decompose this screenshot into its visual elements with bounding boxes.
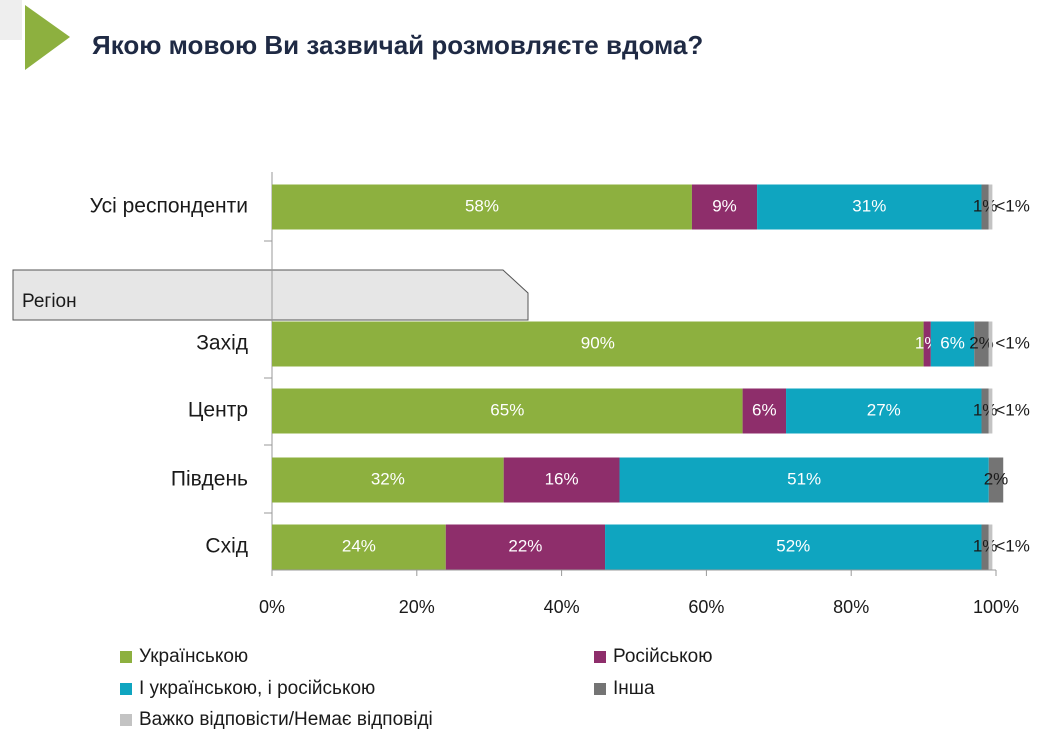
legend-swatch (120, 714, 132, 726)
value-label: 6% (752, 400, 777, 419)
bar-segment (988, 524, 993, 570)
value-label: 24% (342, 536, 376, 555)
bar-segment (272, 184, 692, 230)
x-tick-label: 60% (688, 597, 724, 617)
value-label: 90% (581, 333, 615, 352)
legend-swatch (120, 683, 132, 695)
value-label: 2% (969, 333, 994, 352)
category-label: Усі респонденти (90, 195, 248, 218)
legend-swatch (594, 651, 606, 663)
bar-segment (445, 524, 606, 570)
bar-segment (272, 524, 446, 570)
bar-segment (930, 321, 975, 367)
value-label: 51% (787, 469, 821, 488)
bar-segment (742, 388, 787, 434)
x-tick-label: 100% (973, 597, 1019, 617)
bar-segment (988, 184, 993, 230)
bar-segment (605, 524, 982, 570)
chart-title: Якою мовою Ви зазвичай розмовляєте вдома… (92, 30, 703, 60)
bar-segment (988, 457, 1004, 503)
group-label: Регіон (22, 291, 77, 312)
bar-segment (503, 457, 620, 503)
value-label: 1% (973, 400, 998, 419)
category-label: Схід (205, 535, 248, 558)
value-label: 58% (465, 196, 499, 215)
value-label: <1% (995, 536, 1030, 555)
x-tick-label: 0% (259, 597, 285, 617)
decoration (0, 0, 22, 40)
bar-segment (757, 184, 982, 230)
category-label: Захід (196, 332, 248, 355)
legend-label: Українською (139, 646, 248, 667)
value-label: 2% (984, 469, 1009, 488)
bar-segment (619, 457, 989, 503)
value-label: 9% (712, 196, 737, 215)
bar-segment (981, 388, 989, 434)
bar-segment (272, 388, 743, 434)
bar-segment (272, 457, 504, 503)
category-label: Центр (188, 399, 248, 422)
value-label: 52% (776, 536, 810, 555)
value-label: <1% (995, 400, 1030, 419)
value-label: 22% (508, 536, 542, 555)
value-label: 27% (867, 400, 901, 419)
legend-label: Інша (613, 678, 655, 699)
bar-segment (691, 184, 758, 230)
value-label: 16% (545, 469, 579, 488)
bar-segment (923, 321, 931, 367)
category-label: Південь (171, 468, 248, 491)
value-label: <1% (995, 333, 1030, 352)
legend-label: Російською (613, 646, 712, 667)
value-label: 32% (371, 469, 405, 488)
group-box (12, 269, 529, 321)
legend-label: Важко відповісти/Немає відповіді (139, 709, 433, 730)
value-label: 6% (940, 333, 965, 352)
value-label: 1% (973, 196, 998, 215)
value-label: 31% (852, 196, 886, 215)
x-tick-label: 20% (399, 597, 435, 617)
legend-swatch (594, 683, 606, 695)
bar-segment (272, 321, 924, 367)
x-tick-label: 40% (544, 597, 580, 617)
bar-segment (981, 524, 989, 570)
x-tick-label: 80% (833, 597, 869, 617)
bar-segment (974, 321, 989, 367)
value-label: 1% (973, 536, 998, 555)
legend-label: І українською, і російською (139, 678, 375, 699)
value-label: <1% (995, 196, 1030, 215)
value-label: 65% (490, 400, 524, 419)
bar-segment (981, 184, 989, 230)
title-triangle (25, 5, 70, 70)
bar-segment (988, 388, 993, 434)
bar-segment (988, 321, 993, 367)
bar-segment (786, 388, 982, 434)
legend-swatch (120, 651, 132, 663)
